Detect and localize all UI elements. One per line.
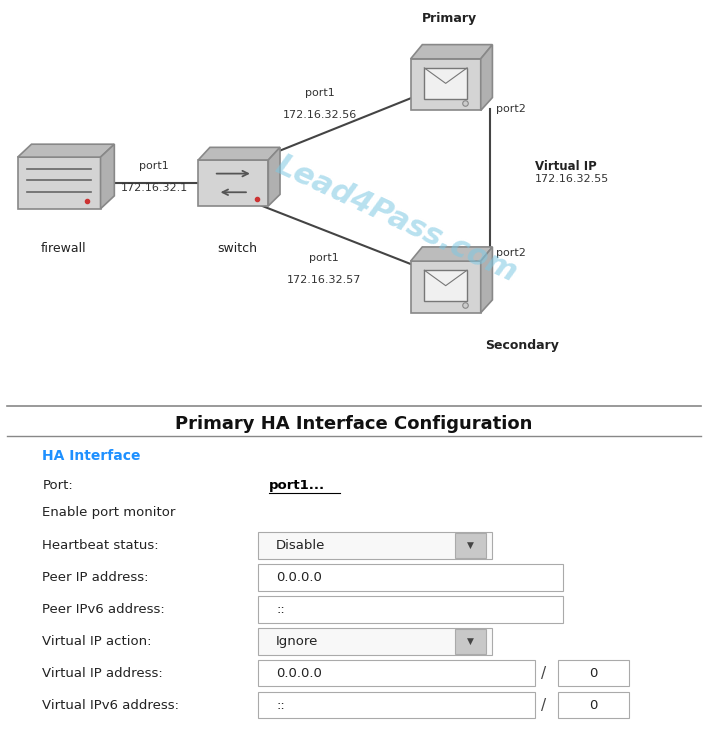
FancyBboxPatch shape (558, 660, 629, 687)
Text: port1: port1 (139, 160, 169, 171)
Text: port1: port1 (305, 88, 335, 98)
Text: 0: 0 (589, 698, 598, 712)
FancyBboxPatch shape (424, 270, 467, 301)
Text: ::: :: (276, 603, 285, 616)
Polygon shape (411, 59, 481, 111)
Text: Virtual IP action:: Virtual IP action: (42, 635, 152, 648)
Polygon shape (481, 247, 493, 313)
Text: port1: port1 (309, 253, 338, 263)
Text: Virtual IPv6 address:: Virtual IPv6 address: (42, 698, 180, 712)
Text: Virtual IP: Virtual IP (535, 160, 596, 173)
Polygon shape (411, 261, 481, 313)
Polygon shape (411, 247, 493, 261)
Text: 0.0.0.0: 0.0.0.0 (276, 571, 322, 584)
Text: HA Interface: HA Interface (42, 450, 141, 463)
Text: Enable port monitor: Enable port monitor (42, 507, 176, 519)
Text: 0: 0 (589, 666, 598, 680)
Text: ::: :: (276, 698, 285, 712)
Polygon shape (481, 45, 493, 111)
FancyBboxPatch shape (258, 692, 535, 718)
FancyBboxPatch shape (258, 628, 492, 655)
Text: 172.16.32.57: 172.16.32.57 (286, 276, 361, 285)
Text: firewall: firewall (41, 242, 86, 256)
Polygon shape (268, 147, 280, 206)
Text: Virtual IP address:: Virtual IP address: (42, 666, 164, 680)
FancyBboxPatch shape (424, 68, 467, 99)
Text: /: / (541, 698, 547, 713)
Text: Port:: Port: (42, 478, 73, 492)
Text: 172.16.32.55: 172.16.32.55 (535, 175, 609, 184)
Polygon shape (18, 144, 115, 157)
Text: Disable: Disable (276, 539, 326, 552)
Text: 0.0.0.0: 0.0.0.0 (276, 666, 322, 680)
Text: 172.16.32.1: 172.16.32.1 (121, 183, 188, 193)
Polygon shape (198, 147, 280, 160)
FancyBboxPatch shape (258, 660, 535, 687)
FancyBboxPatch shape (258, 533, 492, 559)
Text: Primary: Primary (422, 12, 477, 25)
FancyBboxPatch shape (258, 596, 563, 623)
Text: Primary HA Interface Configuration: Primary HA Interface Configuration (176, 415, 532, 433)
Text: Peer IP address:: Peer IP address: (42, 571, 149, 584)
Text: switch: switch (217, 242, 257, 256)
Text: port2: port2 (496, 104, 525, 114)
Polygon shape (411, 45, 493, 59)
Text: ▼: ▼ (467, 541, 474, 550)
Text: ▼: ▼ (467, 637, 474, 646)
FancyBboxPatch shape (455, 533, 486, 558)
Polygon shape (18, 157, 101, 209)
FancyBboxPatch shape (558, 692, 629, 718)
Text: Lead4Pass.com: Lead4Pass.com (271, 150, 522, 288)
Polygon shape (198, 160, 268, 206)
Text: Heartbeat status:: Heartbeat status: (42, 539, 159, 552)
FancyBboxPatch shape (455, 629, 486, 654)
Text: port2: port2 (496, 247, 525, 258)
Text: 172.16.32.56: 172.16.32.56 (283, 111, 357, 120)
Text: /: / (541, 666, 547, 681)
Text: Ignore: Ignore (276, 635, 319, 648)
Text: Peer IPv6 address:: Peer IPv6 address: (42, 603, 165, 616)
Text: Secondary: Secondary (485, 340, 559, 352)
FancyBboxPatch shape (258, 565, 563, 591)
Text: port1...: port1... (269, 478, 325, 492)
Polygon shape (101, 144, 115, 209)
